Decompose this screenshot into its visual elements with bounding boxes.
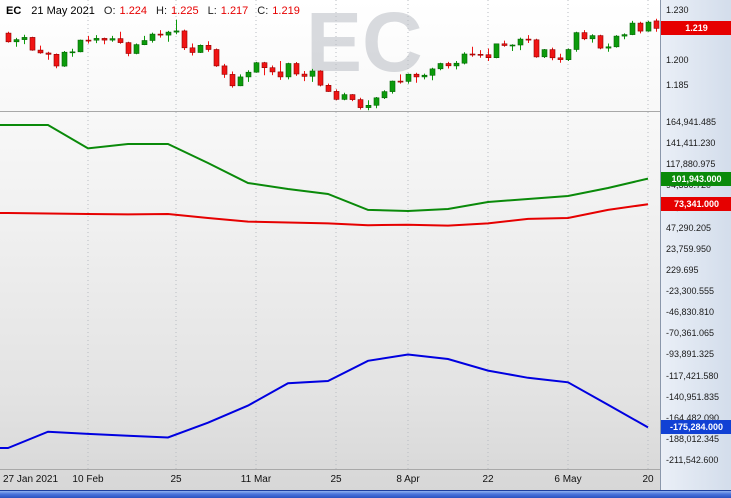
indicator-value-badge: -175,284.000 <box>661 420 731 435</box>
x-axis-label: 20 <box>642 474 654 485</box>
candles <box>5 18 660 111</box>
indicator-value-badge: 101,943.000 <box>661 171 731 186</box>
price-panel: EC EC 21 May 2021 O: 1.224 H: 1.225 L: 1.217 C: 1… <box>0 0 660 112</box>
x-axis-label: 8 Apr <box>396 474 420 485</box>
indicator-tick-label: -93,891.325 <box>666 349 715 360</box>
x-axis-label: 6 May <box>554 474 582 485</box>
last-price-badge: 1.219 <box>661 21 731 36</box>
x-axis: 27 Jan 2021 10 Feb 25 11 Mar 25 8 Apr 22 6 May 2… <box>0 470 660 490</box>
indicator-panel <box>0 112 660 470</box>
high-value: 1.225 <box>171 5 199 17</box>
indicator-tick-label: 164,941.485 <box>666 116 717 127</box>
date-label: 21 May 2021 <box>31 5 95 17</box>
cot-line-green <box>0 124 649 213</box>
candlestick-chart[interactable] <box>0 0 660 112</box>
horizontal-scrollbar[interactable] <box>0 490 731 498</box>
close-value: 1.219 <box>272 5 300 17</box>
close-label: C: <box>257 5 269 17</box>
indicator-tick-label: -23,300.555 <box>666 286 715 296</box>
x-axis-label: 10 Feb <box>72 474 104 485</box>
indicator-value-badge: 73,341.000 <box>661 197 731 212</box>
low-label: L: <box>207 5 217 17</box>
chart-area: EC EC 21 May 2021 O: 1.224 H: 1.225 L: 1.217 C: 1… <box>0 0 660 490</box>
symbol-watermark: EC <box>306 0 423 89</box>
cot-line-red <box>0 203 649 227</box>
x-axis-label: 27 Jan 2021 <box>3 474 59 485</box>
ohlc-readout: EC 21 May 2021 O: 1.224 H: 1.225 L: 1.217 C: 1.21… <box>6 5 300 17</box>
x-axis-label: 22 <box>482 474 494 485</box>
price-tick-label: 1.200 <box>666 55 689 66</box>
x-axis-label: 25 <box>170 474 182 485</box>
open-label: O: <box>103 5 116 17</box>
x-axis-label: 11 Mar <box>240 474 272 485</box>
symbol-label: EC <box>6 5 22 17</box>
open-value: 1.224 <box>119 5 148 17</box>
low-value: 1.217 <box>220 5 249 17</box>
indicator-tick-label: -117,421.580 <box>666 370 719 381</box>
price-tick-label: 1.185 <box>666 80 689 91</box>
indicator-tick-label: -140,951.835 <box>666 391 720 402</box>
indicator-tick-label: 141,411.230 <box>666 138 716 149</box>
x-axis-label: 25 <box>330 474 342 485</box>
indicator-tick-label: -211,542.600 <box>666 455 719 465</box>
indicator-tick-label: 117,880.975 <box>666 159 716 170</box>
price-tick-label: 1.230 <box>666 5 689 16</box>
high-label: H: <box>156 5 168 17</box>
indicator-tick-label: -188,012.345 <box>666 433 720 444</box>
cot-line-blue <box>0 353 649 449</box>
cot-indicator-chart[interactable] <box>0 112 660 470</box>
indicator-tick-label: 47,290.205 <box>666 222 712 233</box>
indicator-tick-label: -46,830.810 <box>666 307 715 318</box>
indicator-tick-label: -70,361.065 <box>666 328 715 339</box>
indicator-tick-label: -164,482.090 <box>666 412 720 423</box>
indicator-tick-label: 229.695 <box>666 264 699 275</box>
indicator-tick-label: 23,759.950 <box>666 243 712 254</box>
y-axis[interactable]: 1.230 1.200 1.185 164,941.485 141,411.230 117… <box>660 0 731 490</box>
